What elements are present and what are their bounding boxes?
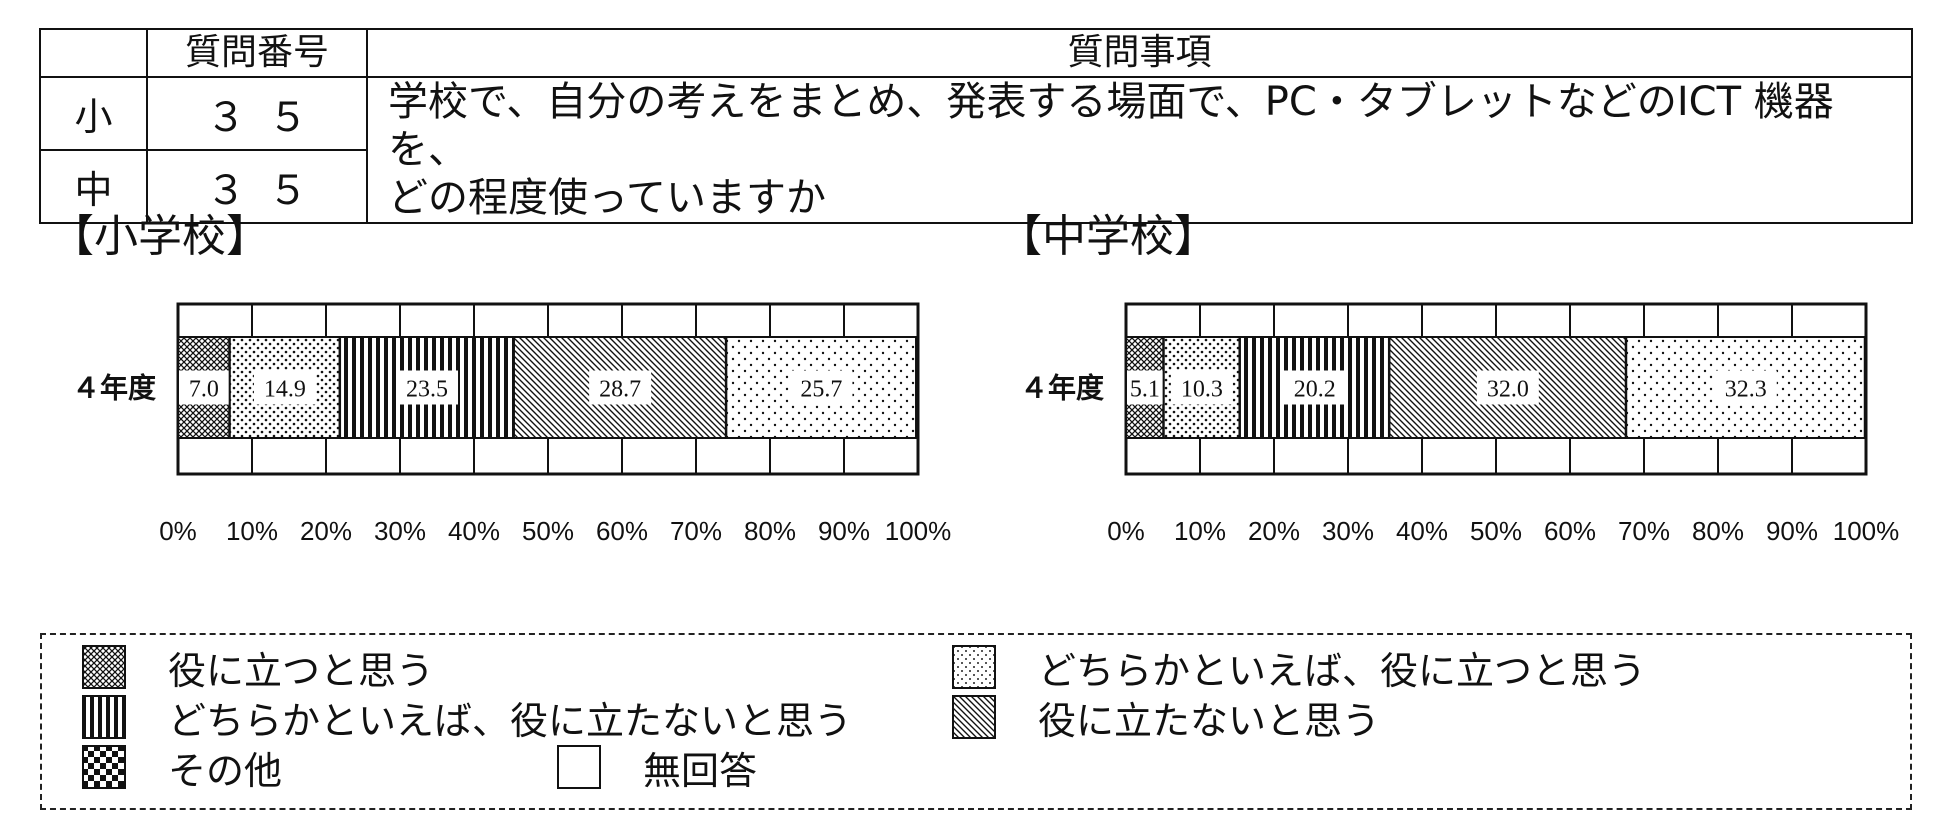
data-label: 5.1 — [1130, 377, 1160, 403]
category-label: ４年度 — [1020, 372, 1104, 405]
x-tick-label: 0% — [1107, 516, 1145, 546]
legend-item: その他 — [82, 743, 282, 793]
legend-label: その他 — [168, 748, 283, 793]
x-tick-label: 10% — [1174, 516, 1226, 546]
x-tick-label: 70% — [670, 516, 722, 546]
data-label-bg — [1283, 370, 1346, 405]
legend-label: 役に立たないと思う — [1038, 698, 1381, 743]
data-label: 23.5 — [406, 377, 448, 403]
x-tick-label: 30% — [1322, 516, 1374, 546]
data-label-bg — [790, 370, 853, 405]
legend-label: どちらかといえば、役に立たないと思う — [168, 698, 853, 743]
x-tick-label: 90% — [1766, 516, 1818, 546]
x-tick-label: 80% — [744, 516, 796, 546]
x-tick-label: 70% — [1618, 516, 1670, 546]
data-label: 28.7 — [599, 377, 641, 403]
x-tick-label: 10% — [226, 516, 278, 546]
data-label-bg — [1127, 370, 1163, 405]
legend-swatch — [952, 695, 996, 739]
legend-swatch — [82, 745, 126, 789]
legend-label: 無回答 — [643, 748, 758, 793]
question-text: 学校で、自分の考えをまとめ、発表する場面で、PC・タブレットなどのICT 機器を… — [366, 76, 1913, 224]
section-title-junior: 【中学校】 — [998, 211, 1218, 262]
data-label-bg — [1714, 370, 1777, 405]
question-table: 質問番号 質問事項 小 ３５ 学校で、自分の考えをまとめ、発表する場面で、PC・… — [39, 28, 1913, 224]
data-label: 7.0 — [189, 377, 219, 403]
table-row: 中 ３５ — [39, 149, 1912, 224]
x-tick-label: 0% — [159, 516, 197, 546]
legend: 役に立つと思う どちらかといえば、役に立つと思う どちらかといえば、役に立たない… — [40, 633, 1912, 810]
data-label: 14.9 — [264, 377, 306, 403]
x-tick-label: 60% — [596, 516, 648, 546]
x-tick-label: 50% — [1470, 516, 1522, 546]
data-label: 20.2 — [1294, 377, 1336, 403]
legend-item: 無回答 — [557, 743, 757, 793]
x-tick-label: 100% — [885, 516, 952, 546]
legend-item: 役に立つと思う — [82, 643, 434, 693]
x-tick-label: 100% — [1833, 516, 1900, 546]
category-label: ４年度 — [72, 372, 156, 405]
section-title-elementary: 【小学校】 — [50, 211, 270, 262]
x-tick-label: 40% — [1396, 516, 1448, 546]
question-line-2: どの程度使っていますか — [388, 175, 826, 221]
data-label-bg — [1170, 370, 1233, 405]
legend-swatch — [557, 745, 601, 789]
x-tick-label: 80% — [1692, 516, 1744, 546]
legend-item: どちらかといえば、役に立つと思う — [952, 643, 1646, 693]
row-number-junior: ３５ — [146, 149, 368, 224]
header-question-number: 質問番号 — [146, 28, 368, 78]
data-label-bg — [589, 370, 652, 405]
row-grade-junior: 中 — [39, 149, 148, 224]
header-grade — [39, 28, 148, 78]
legend-swatch — [82, 645, 126, 689]
legend-label: 役に立つと思う — [168, 648, 435, 693]
question-line-1: 学校で、自分の考えをまとめ、発表する場面で、PC・タブレットなどのICT 機器を… — [388, 79, 1834, 173]
x-tick-label: 50% — [522, 516, 574, 546]
data-label-bg — [179, 370, 229, 405]
legend-label: どちらかといえば、役に立つと思う — [1038, 648, 1647, 693]
chart-junior: 0% 10% 20% 30% 40% 50% 60% 70% 80% 90% 100% ４年度 5.1 1… — [1020, 302, 1900, 546]
x-tick-label: 90% — [818, 516, 870, 546]
data-label-bg — [396, 370, 459, 405]
data-label: 32.3 — [1725, 377, 1767, 403]
chart-elementary: 0% 10% 20% 30% 40% 50% 60% 70% 80% 90% 100% ４年度 7.0 1… — [72, 302, 952, 546]
x-tick-label: 60% — [1544, 516, 1596, 546]
data-label-bg — [1476, 370, 1539, 405]
legend-item: どちらかといえば、役に立たないと思う — [82, 693, 852, 743]
data-label: 25.7 — [800, 377, 842, 403]
x-tick-label: 20% — [1248, 516, 1300, 546]
legend-swatch — [82, 695, 126, 739]
row-number-elementary: ３５ — [146, 76, 368, 151]
table-row: 小 ３５ 学校で、自分の考えをまとめ、発表する場面で、PC・タブレットなどのIC… — [39, 76, 1913, 224]
header-question: 質問事項 — [366, 28, 1913, 78]
x-tick-label: 40% — [448, 516, 500, 546]
table-header-row: 質問番号 質問事項 — [39, 28, 1913, 78]
legend-item: 役に立たないと思う — [952, 693, 1380, 743]
legend-swatch — [952, 645, 996, 689]
row-grade-elementary: 小 — [39, 76, 148, 151]
data-label-bg — [253, 370, 316, 405]
data-label: 32.0 — [1487, 377, 1529, 403]
x-tick-label: 20% — [300, 516, 352, 546]
data-label: 10.3 — [1181, 377, 1223, 403]
x-tick-label: 30% — [374, 516, 426, 546]
